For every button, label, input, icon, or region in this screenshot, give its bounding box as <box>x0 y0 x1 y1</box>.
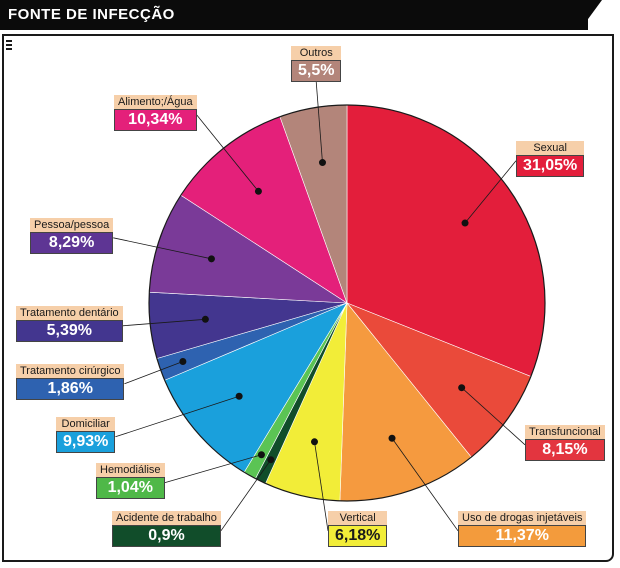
label-value-uso-de-drogas-injetaveis: 11,37% <box>458 525 587 547</box>
header-slant <box>580 0 602 30</box>
label-value-tratamento-cirurgico: 1,86% <box>16 378 125 400</box>
label-value-alimento-agua: 10,34% <box>114 109 197 131</box>
label-name-transfuncional: Transfuncional <box>525 425 605 439</box>
header-bar <box>0 0 588 30</box>
label-name-vertical: Vertical <box>328 511 388 525</box>
label-outros: Outros 5,5% <box>291 46 342 82</box>
label-name-alimento-agua: Alimento;/Água <box>114 95 197 109</box>
label-name-tratamento-dentario: Tratamento dentário <box>16 306 123 320</box>
label-value-vertical: 6,18% <box>328 525 388 547</box>
leader-line-acidente-de-trabalho <box>220 459 272 532</box>
leader-line-tratamento-dentario <box>122 318 206 327</box>
label-tratamento-dentario: Tratamento dentário 5,39% <box>16 306 123 342</box>
label-name-outros: Outros <box>291 46 342 60</box>
label-name-domiciliar: Domiciliar <box>56 417 116 431</box>
label-domiciliar: Domiciliar 9,93% <box>56 417 116 453</box>
label-value-tratamento-dentario: 5,39% <box>16 320 123 342</box>
leader-line-tratamento-cirurgico <box>124 361 184 385</box>
chart-border <box>2 34 614 562</box>
leader-line-hemodialise <box>164 454 262 484</box>
label-vertical: Vertical 6,18% <box>328 511 388 547</box>
label-transfuncional: Transfuncional 8,15% <box>525 425 605 461</box>
label-hemodialise: Hemodiálise 1,04% <box>96 463 165 499</box>
label-name-hemodialise: Hemodiálise <box>96 463 165 477</box>
label-value-pessoa-pessoa: 8,29% <box>30 232 114 254</box>
leader-dot-tratamento-dentario <box>201 315 209 323</box>
leader-dot-tratamento-cirurgico <box>179 358 187 366</box>
label-value-transfuncional: 8,15% <box>525 439 605 461</box>
leader-dot-transfuncional <box>458 384 466 392</box>
leader-dot-hemodialise <box>257 451 265 459</box>
chart-title: FONTE DE INFECÇÃO <box>8 6 175 23</box>
label-name-pessoa-pessoa: Pessoa/pessoa <box>30 218 114 232</box>
leader-dot-vertical <box>311 438 318 446</box>
leader-dot-uso-de-drogas-injetaveis <box>388 434 396 442</box>
leader-line-pessoa-pessoa <box>113 237 212 260</box>
leader-dot-acidente-de-trabalho <box>267 456 275 464</box>
label-alimento-agua: Alimento;/Água 10,34% <box>114 95 197 131</box>
leader-dot-sexual <box>461 219 469 227</box>
leader-dot-outros <box>318 159 326 167</box>
leader-line-transfuncional <box>461 387 526 446</box>
pie-outline <box>148 104 546 502</box>
label-name-tratamento-cirurgico: Tratamento cirúrgico <box>16 364 125 378</box>
label-name-uso-de-drogas-injetaveis: Uso de drogas injetáveis <box>458 511 587 525</box>
leader-line-vertical <box>314 441 329 531</box>
leader-dot-pessoa-pessoa <box>207 255 215 263</box>
leader-line-outros <box>315 81 323 163</box>
label-value-acidente-de-trabalho: 0,9% <box>112 525 221 547</box>
label-value-hemodialise: 1,04% <box>96 477 165 499</box>
leader-line-sexual <box>464 160 517 224</box>
leader-dot-domiciliar <box>235 392 243 400</box>
decorative-hash-mark <box>6 40 12 52</box>
label-tratamento-cirurgico: Tratamento cirúrgico 1,86% <box>16 364 125 400</box>
leader-line-alimento-agua <box>196 114 259 192</box>
label-acidente-de-trabalho: Acidente de trabalho 0,9% <box>112 511 221 547</box>
label-uso-de-drogas-injetaveis: Uso de drogas injetáveis 11,37% <box>458 511 587 547</box>
leader-line-domiciliar <box>115 395 240 438</box>
label-pessoa-pessoa: Pessoa/pessoa 8,29% <box>30 218 114 254</box>
label-value-outros: 5,5% <box>291 60 342 82</box>
label-value-sexual: 31,05% <box>516 155 585 177</box>
label-name-sexual: Sexual <box>516 141 585 155</box>
label-name-acidente-de-trabalho: Acidente de trabalho <box>112 511 221 525</box>
leader-dot-alimento-agua <box>254 187 262 195</box>
label-sexual: Sexual 31,05% <box>516 141 585 177</box>
label-value-domiciliar: 9,93% <box>56 431 116 453</box>
